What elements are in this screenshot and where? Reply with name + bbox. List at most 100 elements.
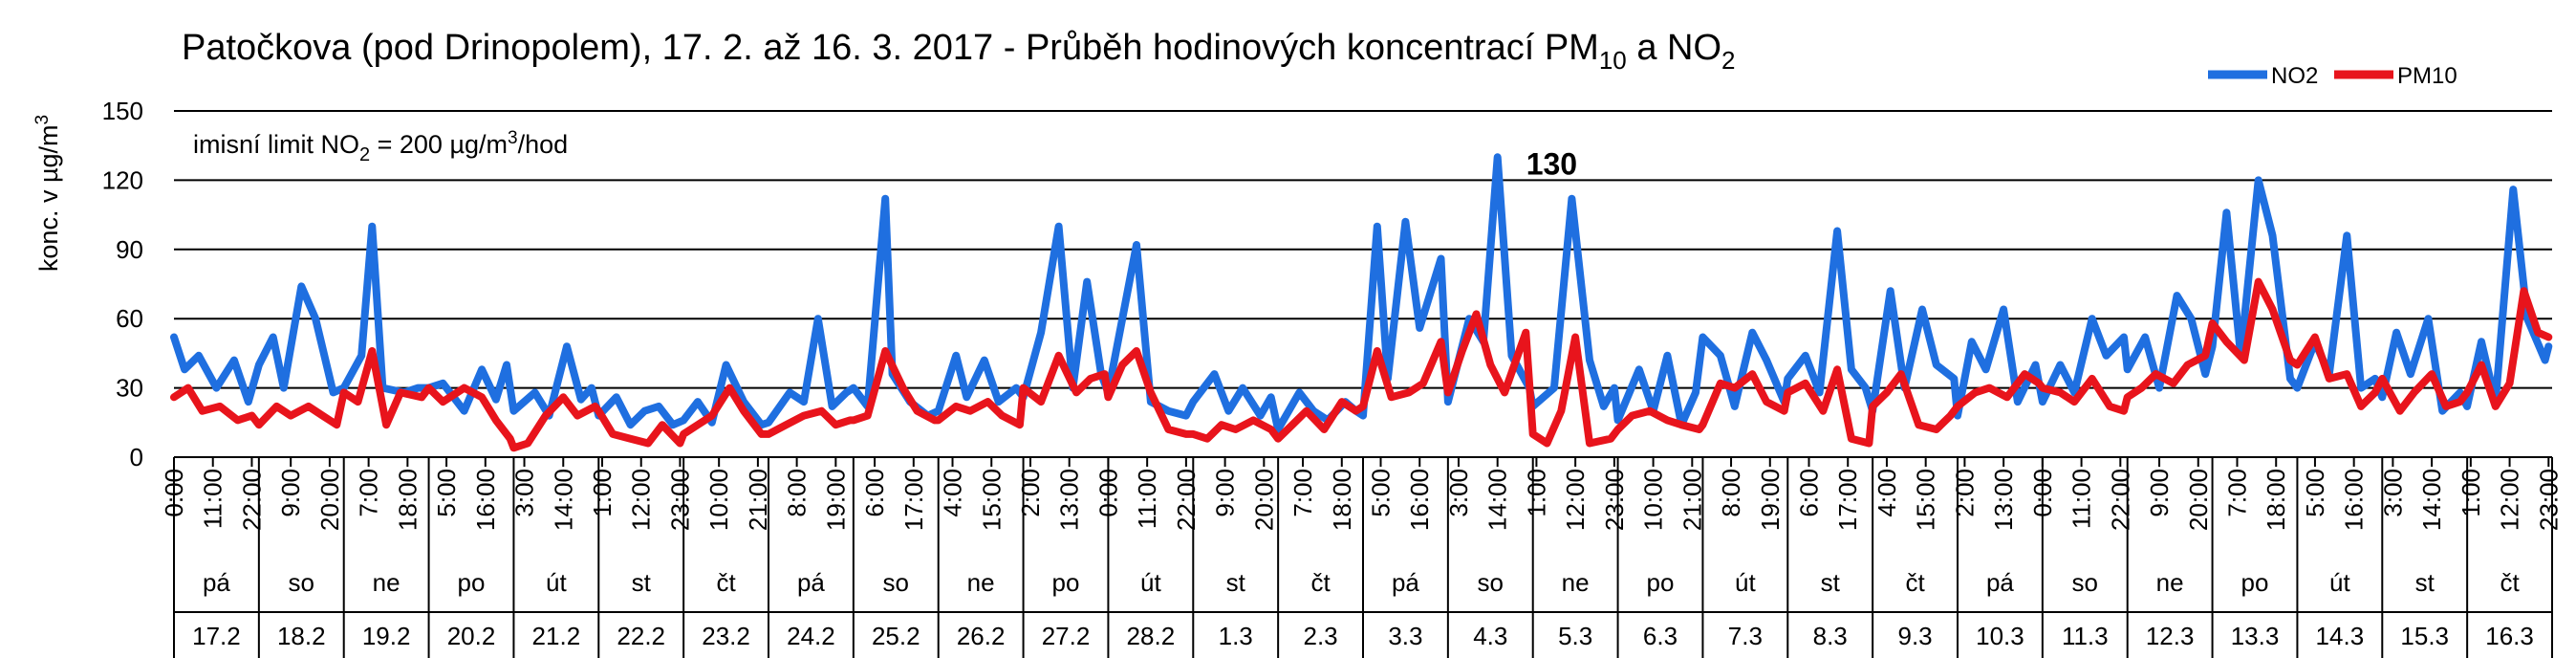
limit-annotation: imisní limit NO2 = 200 µg/m3/hod [193,128,568,165]
weekday-label: pá [797,568,825,597]
weekday-label: st [632,568,652,597]
x-tick-label: 11:00 [2067,469,2096,529]
chart-title: Patočkova (pod Drinopolem), 17. 2. až 16… [182,28,1735,75]
weekday-label: st [1821,568,1841,597]
series-line-no2 [170,153,2553,433]
x-tick-label: 19:00 [821,469,850,531]
x-tick-label: 1:00 [1522,469,1550,517]
x-tick-label: 17:00 [1833,469,1862,531]
x-tick-label: 14:00 [549,469,577,531]
weekday-label: čt [1905,568,1925,597]
weekday-label: so [883,568,909,597]
title-sub-no: 2 [1721,46,1735,75]
title-mid: a NO [1627,28,1721,68]
x-tick-label: 3:00 [510,469,539,517]
y-tick-label: 0 [130,443,143,472]
x-tick-label: 15:00 [1912,469,1940,531]
date-label: 1.3 [1219,622,1253,650]
x-tick-label: 6:00 [1795,469,1824,517]
x-tick-label: 7:00 [355,469,383,517]
weekday-label: čt [716,568,736,597]
weekday-label: út [1140,568,1161,597]
x-tick-label: 14:00 [2417,469,2446,531]
weekday-label: so [1478,568,1504,597]
x-tick-label: 10:00 [1639,469,1668,531]
x-tick-label: 13:00 [1055,469,1084,531]
weekday-label: ne [1562,568,1590,597]
date-label: 10.3 [1976,622,2024,650]
x-tick-label: 5:00 [1367,469,1396,517]
weekday-label: so [289,568,314,597]
date-label: 16.3 [2485,622,2534,650]
date-label: 19.2 [362,622,411,650]
x-tick-label: 4:00 [1872,469,1901,517]
weekday-label: út [546,568,567,597]
x-tick-label: 20:00 [1249,469,1278,531]
x-tick-label: 22:00 [237,469,266,531]
x-tick-label: 1:00 [588,469,617,517]
date-label: 4.3 [1473,622,1507,650]
x-tick-label: 9:00 [276,469,305,517]
weekday-label: po [458,568,486,597]
x-tick-label: 5:00 [2301,469,2329,517]
x-tick-label: 15:00 [977,469,1006,531]
x-tick-label: 16:00 [2340,469,2369,531]
weekday-label: pá [1986,568,2014,597]
date-label: 3.3 [1388,622,1422,650]
date-label: 15.3 [2400,622,2449,650]
x-tick-label: 16:00 [1405,469,1434,531]
date-label: 20.2 [447,622,496,650]
x-tick-label: 21:00 [1678,469,1706,531]
date-label: 2.3 [1303,622,1337,650]
x-tick-label: 8:00 [1717,469,1745,517]
weekday-label: pá [203,568,230,597]
date-label: 7.3 [1728,622,1763,650]
y-tick-label: 30 [116,374,143,403]
x-tick-label: 14:00 [1483,469,1512,531]
date-label: 13.3 [2231,622,2280,650]
y-tick-label: 120 [102,165,143,194]
x-tick-label: 2:00 [1950,469,1979,517]
x-tick-label: 18:00 [393,469,422,531]
x-tick-label: 9:00 [2145,469,2174,517]
weekday-label: po [1052,568,1080,597]
x-tick-label: 2:00 [1016,469,1045,517]
legend-label-no2: NO2 [2271,63,2318,89]
x-tick-label: 22:00 [2106,469,2134,531]
series-line-pm10 [170,277,2553,452]
y-axis-label: konc. v µg/m3 [32,115,63,272]
weekday-label: út [2329,568,2350,597]
x-tick-label: 8:00 [783,469,812,517]
x-tick-label: 7:00 [1288,469,1317,517]
x-tick-label: 10:00 [704,469,733,531]
weekday-label: po [2241,568,2269,597]
x-tick-label: 11:00 [199,469,227,529]
date-label: 6.3 [1643,622,1678,650]
x-tick-label: 0:00 [1093,469,1122,517]
x-tick-label: 19:00 [1756,469,1785,531]
peak-value-label: 130 [1526,146,1577,181]
x-tick-label: 22:00 [1172,469,1201,531]
x-tick-label: 20:00 [2184,469,2213,531]
weekday-label: ne [373,568,400,597]
x-tick-label: 23:00 [1600,469,1629,531]
date-label: 18.2 [277,622,326,650]
weekday-label: so [2072,568,2098,597]
weekday-label: pá [1392,568,1419,597]
weekday-label: st [1226,568,1246,597]
x-tick-label: 23:00 [2534,469,2563,531]
x-tick-label: 4:00 [939,469,967,517]
x-tick-label: 18:00 [1328,469,1356,531]
weekday-label: čt [1310,568,1331,597]
title-main: Patočkova (pod Drinopolem), 17. 2. až 16… [182,28,1599,68]
x-tick-label: 13:00 [1989,469,2018,531]
x-tick-label: 7:00 [2222,469,2251,517]
x-tick-label: 16:00 [471,469,500,531]
x-tick-label: 11:00 [1133,469,1161,529]
date-label: 27.2 [1042,622,1091,650]
date-label: 12.3 [2146,622,2195,650]
x-tick-label: 0:00 [160,469,188,517]
y-tick-label: 150 [102,97,143,125]
date-label: 8.3 [1813,622,1848,650]
